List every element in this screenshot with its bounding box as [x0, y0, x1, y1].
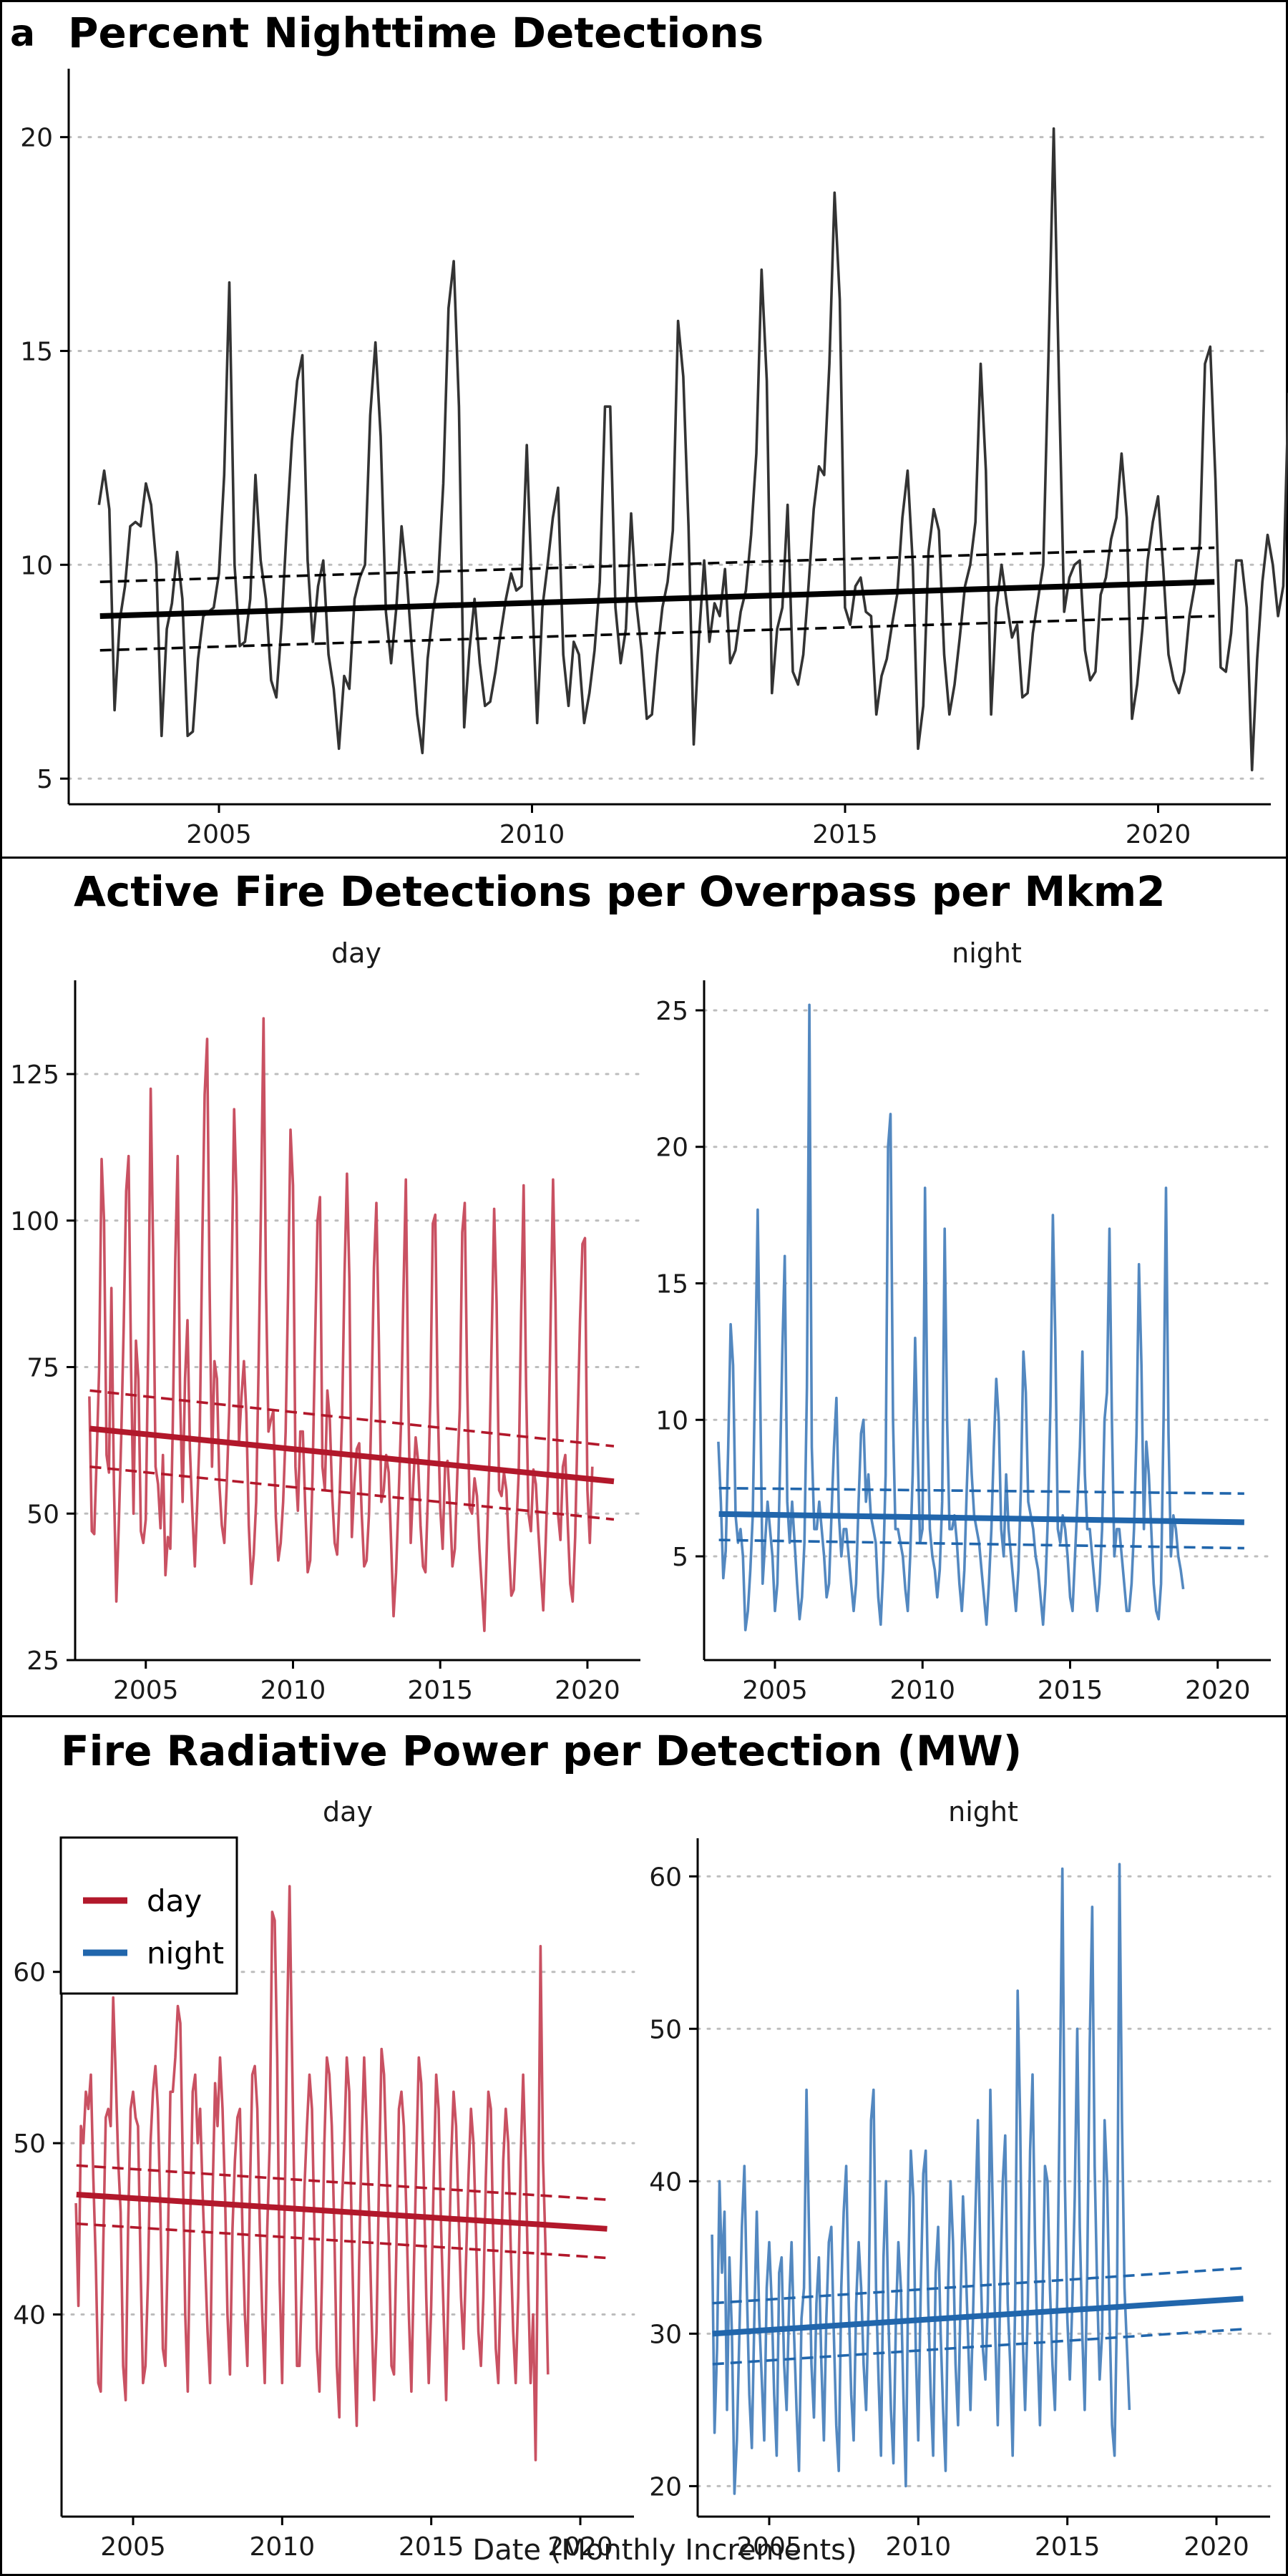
- series-line-night: [717, 1003, 1185, 1631]
- y-tick-label: 10: [20, 551, 53, 580]
- x-tick-label: 2020: [1185, 1676, 1251, 1705]
- x-tick-label: 2020: [555, 1676, 620, 1705]
- y-tick-label: 5: [36, 765, 53, 794]
- trend-fit-line: [99, 579, 1215, 620]
- x-axis-label: Date (Monthly Increments): [472, 2534, 857, 2567]
- x-tick-label: 2010: [886, 2532, 952, 2562]
- series-line-day: [88, 1017, 594, 1632]
- y-tick-label: 125: [10, 1060, 59, 1090]
- x-tick-label: 2005: [186, 820, 252, 849]
- title-percent-night: Percent Nighttime Detections: [68, 9, 763, 57]
- x-tick-label: 2020: [1184, 2532, 1249, 2562]
- x-tick-label: 2010: [889, 1676, 955, 1705]
- y-tick-label: 40: [13, 2301, 46, 2331]
- y-tick-label: 5: [672, 1543, 688, 1572]
- trend-ci-lower: [99, 615, 1215, 652]
- plot-frp-night: 20 30 40 50 60 2005 2010 2015 2020: [649, 1838, 1272, 2562]
- y-tick-label: 50: [26, 1500, 59, 1529]
- y-tick-label: 75: [26, 1354, 59, 1383]
- y-tick-label: 25: [26, 1646, 59, 1676]
- x-tick-label: 2020: [547, 2532, 613, 2562]
- plot-active-fire-day: 25 50 75 100 125 2005 2010 2015 2020: [10, 980, 642, 1705]
- y-tick-label: 20: [20, 124, 53, 153]
- title-active-fire: Active Fire Detections per Overpass per …: [74, 867, 1166, 916]
- panel-letter: a: [10, 12, 35, 55]
- y-tick-label: 10: [655, 1406, 688, 1435]
- y-tick-label: 100: [10, 1207, 59, 1236]
- section-border-c: [0, 1715, 1288, 2576]
- x-tick-label: 2005: [100, 2532, 166, 2562]
- y-tick-label: 20: [655, 1133, 688, 1163]
- plot-active-fire-night: 5 10 15 20 25 2005 2010 2015 2020: [655, 980, 1272, 1705]
- legend-night-label: night: [147, 1936, 224, 1971]
- series-line-day: [74, 1885, 550, 2462]
- strip-label-frp-day: day: [323, 1796, 373, 1828]
- trend-ci-lower: [89, 1465, 615, 1521]
- x-tick-label: 2015: [407, 1676, 473, 1705]
- x-tick-label: 2010: [260, 1676, 326, 1705]
- trend-fit-line: [718, 1511, 1244, 1526]
- x-tick-label: 2005: [736, 2532, 802, 2562]
- y-tick-label: 60: [649, 1863, 682, 1892]
- series-line-night: [711, 1863, 1131, 2495]
- title-frp: Fire Radiative Power per Detection (MW): [61, 1727, 1022, 1775]
- y-tick-label: 25: [655, 997, 688, 1026]
- x-tick-label: 2015: [812, 820, 878, 849]
- x-tick-label: 2010: [250, 2532, 316, 2562]
- x-tick-label: 2015: [1035, 2532, 1101, 2562]
- x-tick-label: 2010: [499, 820, 565, 849]
- strip-label-afd-night: night: [952, 937, 1022, 969]
- legend-box: [59, 1836, 238, 1995]
- x-tick-label: 2005: [113, 1676, 179, 1705]
- x-tick-label: 2015: [1038, 1676, 1103, 1705]
- plot-percent-nighttime: 5 10 15 20 2005 2010 2015 2020: [20, 69, 1288, 849]
- trend-ci-upper: [99, 546, 1215, 584]
- y-tick-label: 50: [13, 2129, 46, 2159]
- plot-frp-day: 40 50 60 2005 2010 2015 2020: [13, 1838, 635, 2562]
- y-tick-label: 15: [655, 1269, 688, 1299]
- trend-fit-line: [89, 1425, 615, 1485]
- y-tick-label: 60: [13, 1958, 46, 1988]
- trend-fit-line: [712, 2296, 1244, 2337]
- strip-label-frp-night: night: [948, 1796, 1018, 1828]
- y-tick-label: 20: [649, 2472, 682, 2502]
- x-tick-label: 2005: [742, 1676, 808, 1705]
- x-tick-label: 2020: [1126, 820, 1191, 849]
- y-tick-label: 40: [649, 2167, 682, 2197]
- trend-ci-upper: [89, 1389, 615, 1448]
- series-line-value: [97, 127, 1288, 771]
- trend-ci-upper: [718, 1486, 1244, 1496]
- trend-fit-line: [76, 2191, 608, 2232]
- y-tick-label: 15: [20, 337, 53, 366]
- legend-day-label: day: [147, 1883, 202, 1918]
- trend-ci-lower: [718, 1538, 1244, 1550]
- strip-label-afd-day: day: [331, 937, 381, 969]
- y-tick-label: 50: [649, 2015, 682, 2044]
- y-tick-label: 30: [649, 2320, 682, 2349]
- x-tick-label: 2015: [399, 2532, 464, 2562]
- legend: day night: [59, 1836, 238, 1995]
